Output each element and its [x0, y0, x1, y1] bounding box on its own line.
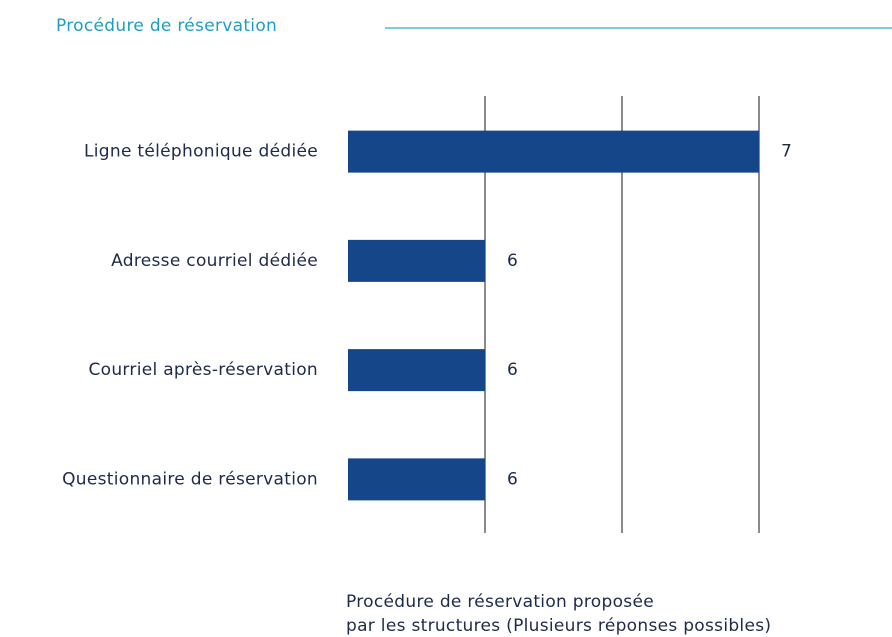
- x-axis-label: par les structures (Plusieurs réponses p…: [346, 616, 771, 636]
- value-label: 6: [507, 469, 518, 489]
- bar: [348, 349, 485, 392]
- value-label: 6: [507, 251, 518, 271]
- chart-title: Procédure de réservation: [56, 16, 277, 36]
- y-tick-label: Questionnaire de réservation: [62, 469, 318, 489]
- bar: [348, 130, 759, 173]
- bar: [348, 239, 485, 282]
- bar: [348, 458, 485, 501]
- value-label: 6: [507, 360, 518, 380]
- value-label: 7: [781, 142, 792, 162]
- x-axis-label: Procédure de réservation proposée: [346, 592, 654, 612]
- y-tick-label: Ligne téléphonique dédiée: [84, 142, 318, 162]
- y-tick-label: Courriel après-réservation: [88, 360, 318, 380]
- y-tick-label: Adresse courriel dédiée: [111, 251, 318, 271]
